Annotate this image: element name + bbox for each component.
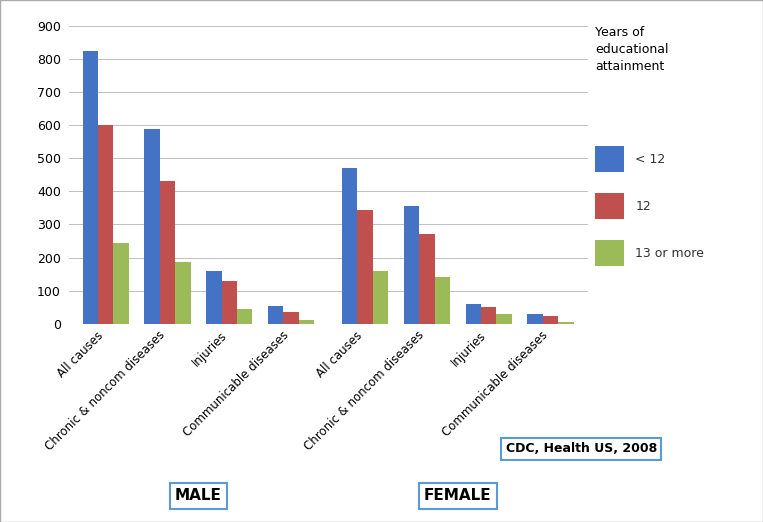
- Bar: [527, 314, 542, 324]
- Text: Chronic & noncom diseases: Chronic & noncom diseases: [43, 329, 168, 454]
- Bar: [357, 209, 373, 324]
- Bar: [98, 125, 114, 324]
- Text: Years of  
educational
attainment: Years of educational attainment: [595, 26, 668, 73]
- Text: FEMALE: FEMALE: [424, 489, 491, 503]
- Bar: [465, 304, 481, 324]
- Text: 13 or more: 13 or more: [635, 247, 704, 259]
- Bar: [175, 263, 191, 324]
- Text: MALE: MALE: [175, 489, 222, 503]
- Text: Injuries: Injuries: [189, 329, 229, 369]
- Bar: [159, 182, 175, 324]
- Text: Chronic & noncom diseases: Chronic & noncom diseases: [302, 329, 427, 454]
- Bar: [419, 234, 435, 324]
- Bar: [542, 316, 559, 324]
- Bar: [237, 309, 253, 324]
- Text: Injuries: Injuries: [449, 329, 488, 369]
- Bar: [481, 307, 497, 324]
- Bar: [342, 168, 357, 324]
- Bar: [435, 277, 450, 324]
- Text: < 12: < 12: [635, 153, 665, 165]
- Bar: [206, 271, 221, 324]
- Text: CDC, Health US, 2008: CDC, Health US, 2008: [506, 443, 657, 455]
- Bar: [82, 51, 98, 324]
- Bar: [559, 322, 574, 324]
- Text: 12: 12: [635, 200, 651, 212]
- Text: All causes: All causes: [55, 329, 106, 380]
- Bar: [144, 128, 159, 324]
- Text: All causes: All causes: [314, 329, 365, 380]
- Bar: [221, 281, 237, 324]
- Text: Communicable diseases: Communicable diseases: [440, 329, 550, 440]
- Bar: [497, 314, 512, 324]
- Bar: [268, 306, 283, 324]
- Bar: [404, 206, 419, 324]
- Bar: [595, 193, 624, 219]
- Bar: [595, 146, 624, 172]
- Bar: [114, 243, 129, 324]
- Bar: [299, 321, 314, 324]
- Bar: [373, 271, 388, 324]
- Bar: [595, 240, 624, 266]
- Text: Communicable diseases: Communicable diseases: [181, 329, 291, 440]
- Bar: [283, 312, 299, 324]
